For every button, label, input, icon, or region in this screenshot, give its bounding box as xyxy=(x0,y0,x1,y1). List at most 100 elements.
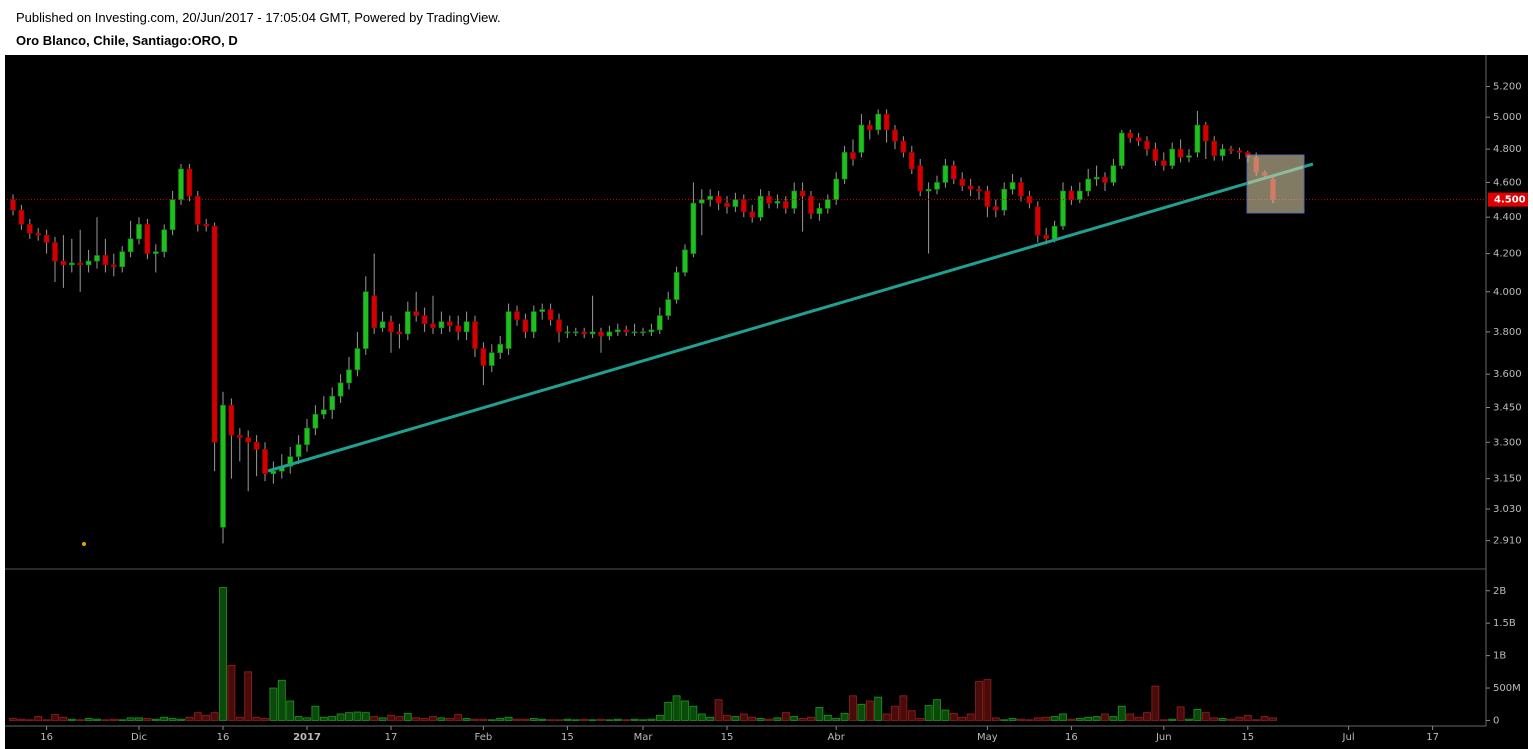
x-tick-label: 15 xyxy=(561,732,574,743)
volume-bar xyxy=(9,718,17,721)
x-tick-label: 17 xyxy=(1426,732,1439,743)
volume-bar xyxy=(1260,716,1269,721)
candle-body xyxy=(614,329,621,333)
volume-bar xyxy=(1243,714,1252,721)
candle-body xyxy=(841,152,848,180)
candle-body xyxy=(102,255,109,266)
volume-bar xyxy=(924,705,933,721)
candle-body xyxy=(1051,225,1058,240)
candle-body xyxy=(1177,148,1184,158)
candle-body xyxy=(623,329,630,333)
candle-body xyxy=(1127,132,1133,139)
volume-bar xyxy=(1025,719,1034,721)
candle-body xyxy=(1068,190,1075,200)
volume-bar xyxy=(84,718,93,721)
volume-bar xyxy=(983,679,992,721)
volume-bar xyxy=(1092,716,1101,721)
candle-body xyxy=(430,323,436,329)
candle-body xyxy=(1186,155,1192,158)
volume-bar xyxy=(899,695,908,721)
candle-body xyxy=(1135,137,1142,142)
volume-bar xyxy=(294,716,303,721)
candle-body xyxy=(52,242,58,262)
candle-body xyxy=(1018,182,1024,197)
volume-bar xyxy=(664,701,673,721)
volume-bar xyxy=(1067,718,1076,721)
volume-bar xyxy=(277,679,286,721)
volume-bar xyxy=(227,664,236,721)
candle-body xyxy=(488,352,495,366)
volume-bar xyxy=(429,716,437,721)
volume-bar xyxy=(1159,719,1168,721)
candle-body xyxy=(514,311,520,320)
volume-bar xyxy=(815,707,824,721)
volume-bar xyxy=(966,713,975,721)
volume-bar xyxy=(126,717,135,721)
volume-bar xyxy=(387,714,395,721)
y-tick-label: 3.600 xyxy=(1493,369,1522,380)
volume-bar xyxy=(672,695,681,721)
volume-bar xyxy=(151,718,160,721)
volume-bar xyxy=(949,712,958,721)
candle-body xyxy=(539,309,546,312)
volume-layer xyxy=(9,587,1277,721)
candle-body xyxy=(354,348,361,371)
candle-body xyxy=(94,255,100,262)
candle-body xyxy=(136,224,142,240)
volume-bar xyxy=(991,717,1000,721)
candle-body xyxy=(413,311,420,316)
volume-tick-label: 0 xyxy=(1493,715,1499,726)
marker-dot xyxy=(82,542,86,546)
candle-body xyxy=(950,165,957,180)
volume-tick-label: 500M xyxy=(1493,683,1521,694)
candle-body xyxy=(379,321,386,329)
candle-body xyxy=(682,249,688,273)
candle-body xyxy=(1119,132,1125,166)
x-tick-label: May xyxy=(977,732,998,743)
volume-bar xyxy=(67,718,76,721)
volume-bar xyxy=(1117,705,1126,721)
volume-bar xyxy=(1269,717,1277,721)
volume-bar xyxy=(655,714,664,721)
volume-bar xyxy=(773,717,782,721)
volume-bar xyxy=(647,718,656,721)
volume-bar xyxy=(597,718,605,721)
volume-bar xyxy=(1201,712,1210,721)
volume-bar xyxy=(269,687,278,721)
volume-bar xyxy=(849,695,857,721)
candle-body xyxy=(648,329,655,333)
volume-bar xyxy=(571,719,580,721)
candle-body xyxy=(35,233,42,236)
volume-bar xyxy=(118,719,127,721)
volume-bar xyxy=(891,705,899,721)
volume-bar xyxy=(706,716,715,721)
volume-bar xyxy=(630,718,639,721)
volume-bar xyxy=(555,719,563,721)
y-tick-label: 4.600 xyxy=(1493,177,1522,188)
candle-body xyxy=(917,165,924,192)
volume-bar xyxy=(210,712,219,721)
candle-body xyxy=(942,165,949,183)
candle-body xyxy=(505,311,512,349)
volume-bar xyxy=(1008,718,1017,721)
candle-body xyxy=(161,229,167,253)
volume-bar xyxy=(420,718,429,721)
volume-bar xyxy=(345,712,353,721)
volume-bar xyxy=(823,714,832,721)
candle-body xyxy=(799,190,806,197)
candle-body xyxy=(1219,148,1226,156)
volume-bar xyxy=(714,699,723,721)
highlight-box xyxy=(1246,154,1305,214)
volume-bar xyxy=(563,718,572,721)
volume-bar xyxy=(882,713,891,721)
volume-bar xyxy=(622,719,631,721)
candle-body xyxy=(808,195,814,214)
publish-note: Published on Investing.com, 20/Jun/2017 … xyxy=(16,10,501,25)
candle-body xyxy=(111,264,117,268)
candle-body xyxy=(320,409,327,415)
volume-bar xyxy=(479,718,488,721)
y-tick-label: 4.800 xyxy=(1493,144,1522,155)
volume-bar xyxy=(93,718,101,721)
candle-body xyxy=(850,152,856,160)
candle-body xyxy=(606,331,613,337)
